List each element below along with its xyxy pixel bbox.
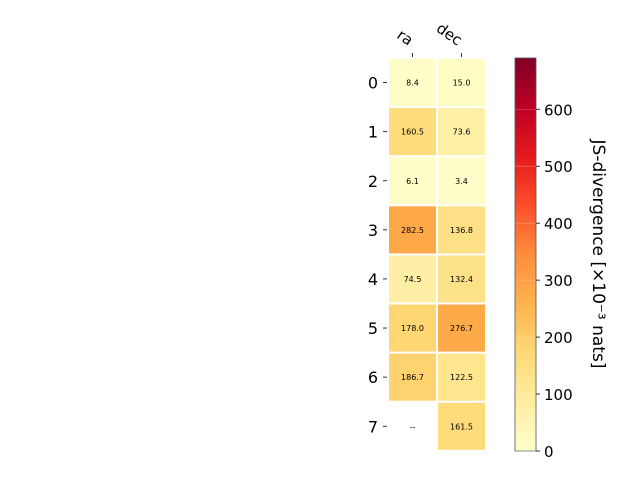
cell-value-label: 3.4 <box>455 177 468 186</box>
cell-value-label: -- <box>410 422 416 431</box>
heatmap-cell-ra-6 <box>389 353 436 401</box>
heatmap-cell-dec-2 <box>438 157 485 205</box>
heatmap-cell-ra-4 <box>389 255 436 303</box>
cell-value-label: 8.4 <box>406 79 419 88</box>
colorbar-tick-label: 500 <box>544 158 573 176</box>
row-label-7: 7 <box>368 417 378 436</box>
colorbar: 0 100 200 300 400 500 600 <box>514 57 573 461</box>
colorbar-tick-label: 400 <box>544 215 573 233</box>
cell-value-label: 276.7 <box>450 324 473 333</box>
heatmap-cell-dec-1 <box>438 108 485 156</box>
heatmap-cells: 8.4 15.0 160.5 73.6 6.1 3.4 282.5 136.8 74.5 132.… <box>389 59 485 450</box>
heatmap-cell-dec-0 <box>438 59 485 107</box>
cell-value-label: 132.4 <box>450 275 473 284</box>
heatmap-cell-dec-4 <box>438 255 485 303</box>
colorbar-tick-label: 600 <box>544 101 573 119</box>
colorbar-tick-label: 200 <box>544 329 573 347</box>
heatmap-cell-dec-7 <box>438 402 485 450</box>
cell-value-label: 282.5 <box>401 226 424 235</box>
heatmap-cell-ra-3 <box>389 206 436 254</box>
cell-value-label: 15.0 <box>453 79 471 88</box>
row-label-0: 0 <box>368 74 378 93</box>
colorbar-tick-label: 300 <box>544 272 573 290</box>
cell-value-label: 122.5 <box>450 373 473 382</box>
colorbar-gradient <box>514 57 537 452</box>
cell-value-label: 186.7 <box>401 373 424 382</box>
row-label-2: 2 <box>368 172 378 191</box>
heatmap-cell-ra-5 <box>389 304 436 352</box>
colorbar-tick-label: 100 <box>544 386 573 404</box>
cell-value-label: 74.5 <box>404 275 422 284</box>
cell-value-label: 160.5 <box>401 128 424 137</box>
column-label-dec: dec <box>433 19 465 49</box>
colorbar-tick-label: 0 <box>544 443 554 461</box>
row-label-6: 6 <box>368 368 378 387</box>
cell-value-label: 178.0 <box>401 324 424 333</box>
row-label-1: 1 <box>368 123 378 142</box>
heatmap-cell-ra-0 <box>389 59 436 107</box>
row-label-4: 4 <box>368 270 378 289</box>
cell-value-label: 161.5 <box>450 422 473 431</box>
row-label-3: 3 <box>368 221 378 240</box>
heatmap-cell-dec-6 <box>438 353 485 401</box>
heatmap-cell-ra-2 <box>389 157 436 205</box>
row-label-5: 5 <box>368 319 378 338</box>
cell-value-label: 6.1 <box>406 177 419 186</box>
cell-value-label: 136.8 <box>450 226 473 235</box>
heatmap-cell-dec-5 <box>438 304 485 352</box>
column-label-ra: ra <box>394 26 417 50</box>
cell-value-label: 73.6 <box>453 128 471 137</box>
heatmap-cell-ra-1 <box>389 108 436 156</box>
heatmap-cell-dec-3 <box>438 206 485 254</box>
colorbar-label: JS-divergence [×10⁻³ nats] <box>588 139 608 369</box>
